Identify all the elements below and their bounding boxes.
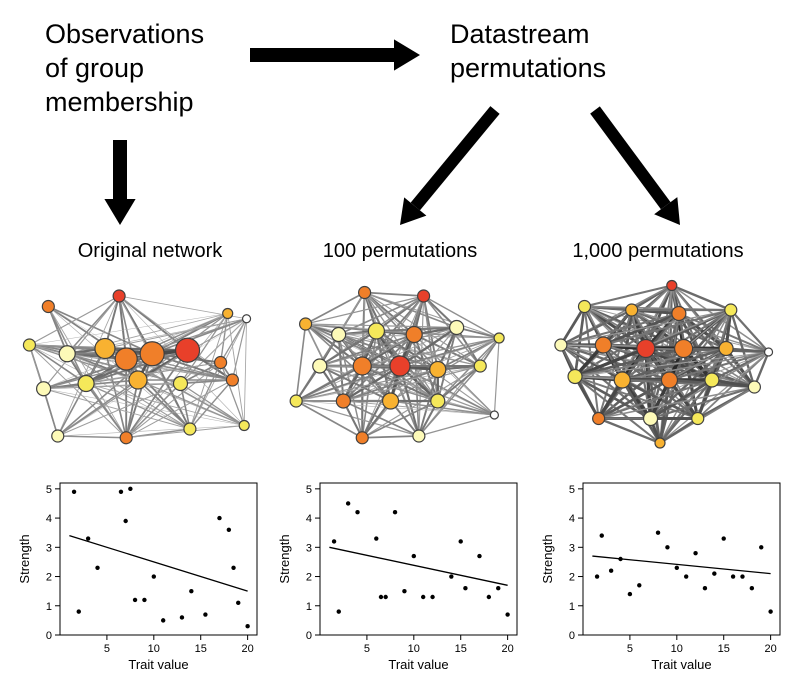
svg-text:Strength: Strength bbox=[17, 534, 32, 583]
svg-text:10: 10 bbox=[671, 643, 683, 655]
svg-text:2: 2 bbox=[306, 572, 312, 584]
svg-text:15: 15 bbox=[455, 643, 467, 655]
svg-text:3: 3 bbox=[569, 542, 575, 554]
svg-text:2: 2 bbox=[46, 572, 52, 584]
svg-text:0: 0 bbox=[46, 630, 52, 642]
svg-text:1: 1 bbox=[46, 601, 52, 613]
svg-text:Trait value: Trait value bbox=[388, 657, 448, 672]
svg-text:10: 10 bbox=[148, 643, 160, 655]
svg-text:10: 10 bbox=[408, 643, 420, 655]
subtitle-100: 100 permutations bbox=[310, 240, 490, 263]
svg-text:Strength: Strength bbox=[277, 534, 292, 583]
svg-text:4: 4 bbox=[306, 513, 312, 525]
svg-text:5: 5 bbox=[364, 643, 370, 655]
svg-text:Trait value: Trait value bbox=[128, 657, 188, 672]
svg-text:Strength: Strength bbox=[540, 534, 555, 583]
svg-text:4: 4 bbox=[569, 513, 575, 525]
svg-text:15: 15 bbox=[195, 643, 207, 655]
svg-text:5: 5 bbox=[46, 484, 52, 496]
svg-text:5: 5 bbox=[104, 643, 110, 655]
svg-text:5: 5 bbox=[569, 484, 575, 496]
svg-text:3: 3 bbox=[46, 542, 52, 554]
network-1000perm bbox=[542, 275, 778, 450]
svg-text:Trait value: Trait value bbox=[651, 657, 711, 672]
svg-text:1: 1 bbox=[306, 601, 312, 613]
svg-text:1: 1 bbox=[569, 601, 575, 613]
svg-text:5: 5 bbox=[627, 643, 633, 655]
network-original bbox=[20, 275, 256, 450]
svg-text:0: 0 bbox=[306, 630, 312, 642]
svg-text:20: 20 bbox=[241, 643, 253, 655]
network-100perm bbox=[282, 275, 518, 450]
header-datastream: Datastream permutations bbox=[450, 18, 606, 86]
svg-text:20: 20 bbox=[501, 643, 513, 655]
header-observations: Observations of group membership bbox=[45, 18, 204, 119]
subtitle-1000: 1,000 permutations bbox=[558, 240, 758, 263]
svg-text:3: 3 bbox=[306, 542, 312, 554]
scatter-original: 5 10 15 20 0 1 2 3 4 5 Trait value Strength bbox=[15, 475, 265, 675]
scatter-100perm: 5 10 15 20 0 1 2 3 4 5 Trait value Strength bbox=[275, 475, 525, 675]
svg-text:2: 2 bbox=[569, 572, 575, 584]
subtitle-original: Original network bbox=[60, 240, 240, 263]
svg-text:5: 5 bbox=[306, 484, 312, 496]
svg-text:4: 4 bbox=[46, 513, 52, 525]
svg-text:0: 0 bbox=[569, 630, 575, 642]
svg-text:15: 15 bbox=[718, 643, 730, 655]
scatter-1000perm: 5 10 15 20 0 1 2 3 4 5 Trait value Strength bbox=[538, 475, 788, 675]
svg-text:20: 20 bbox=[764, 643, 776, 655]
